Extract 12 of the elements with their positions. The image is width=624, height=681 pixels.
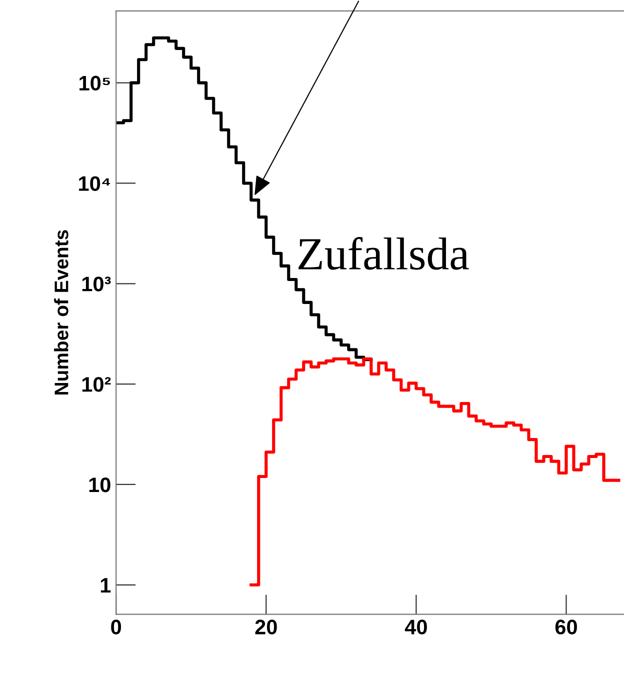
y-tick-label: 10⁴ — [79, 176, 110, 191]
y-tick-label: 10 — [89, 477, 110, 492]
x-tick-label: 20 — [255, 620, 277, 634]
y-axis-title: Number of Events — [54, 230, 68, 394]
y-tick-label: 1 — [100, 578, 111, 592]
x-tick-label: 60 — [555, 620, 577, 634]
y-tick-label: 10⁵ — [80, 76, 110, 91]
x-tick-label: 0 — [111, 620, 122, 634]
y-tick-label: 10² — [82, 377, 111, 392]
x-tick-label: 40 — [404, 620, 427, 634]
annotation: Zufallsda — [298, 237, 469, 270]
y-tick-label: 10³ — [82, 276, 111, 292]
